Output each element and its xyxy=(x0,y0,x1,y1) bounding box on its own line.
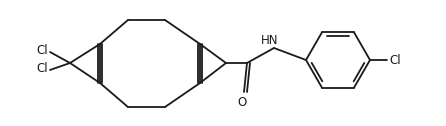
Text: Cl: Cl xyxy=(36,43,48,56)
Text: Cl: Cl xyxy=(36,61,48,74)
Text: HN: HN xyxy=(261,34,279,46)
Text: O: O xyxy=(237,97,247,109)
Text: Cl: Cl xyxy=(389,54,401,67)
